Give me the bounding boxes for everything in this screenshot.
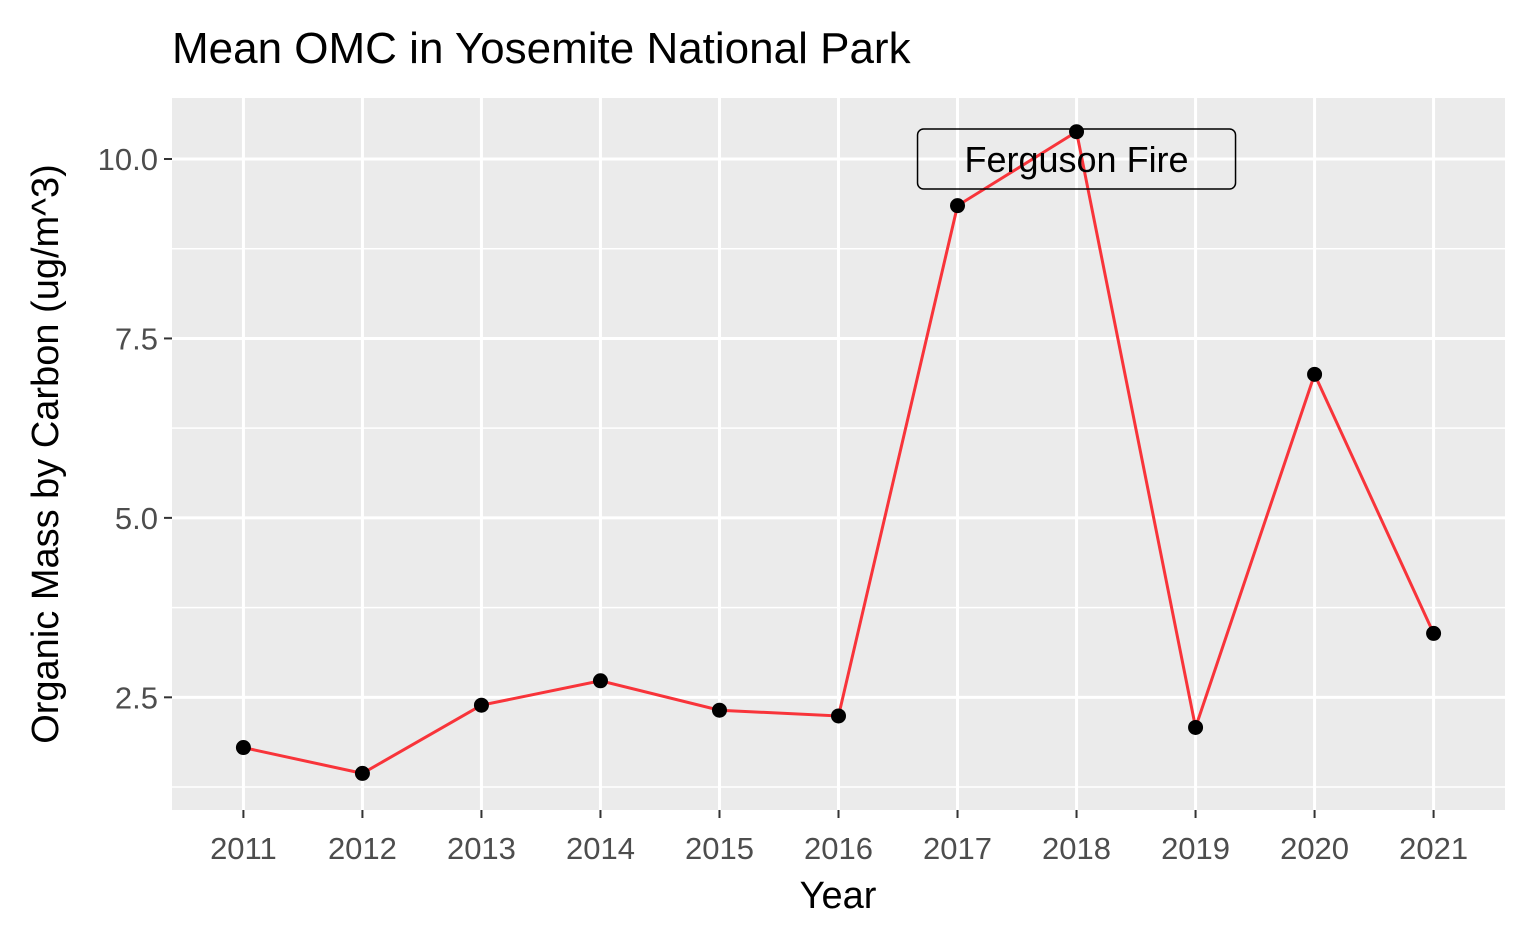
annotation: Ferguson Fire (916, 128, 1237, 190)
x-axis: 2011 2012 2013 2014 2015 2016 2017 2018 2019 2020… (210, 810, 1468, 866)
y-tick-label: 10.0 (98, 142, 158, 177)
x-axis-title: Year (800, 875, 877, 917)
major-gridlines (172, 98, 1505, 810)
data-point (831, 708, 846, 724)
data-point (592, 673, 608, 689)
x-tick-label: 2014 (566, 831, 635, 866)
data-point (1307, 366, 1323, 382)
chart-title: Mean OMC in Yosemite National Park (172, 24, 912, 73)
x-tick-label: 2016 (804, 831, 873, 866)
data-point (711, 702, 727, 718)
x-tick-label: 2019 (1161, 831, 1230, 866)
y-axis: 2.5 5.0 7.5 10.0 (98, 142, 172, 715)
data-point (235, 740, 251, 756)
x-tick-label: 2020 (1280, 831, 1349, 866)
annotation-box (916, 128, 1237, 190)
y-tick-label: 5.0 (115, 501, 158, 536)
y-axis-title: Organic Mass by Carbon (ug/m^3) (25, 164, 67, 744)
annotation-label: Ferguson Fire (964, 139, 1188, 180)
y-tick-label: 7.5 (115, 321, 158, 356)
x-tick-label: 2015 (685, 831, 754, 866)
data-point (1426, 625, 1442, 641)
x-tick-label: 2017 (923, 831, 992, 866)
x-tick-label: 2011 (210, 831, 277, 866)
x-tick-label: 2021 (1399, 831, 1468, 866)
x-tick-label: 2018 (1042, 831, 1111, 866)
y-tick-label: 2.5 (115, 680, 158, 715)
x-tick-label: 2013 (447, 831, 516, 866)
data-point (354, 765, 370, 781)
x-tick-label: 2012 (328, 831, 397, 866)
data-point (1069, 124, 1085, 140)
data-points (235, 124, 1442, 781)
data-point (1188, 719, 1204, 735)
data-point (950, 198, 966, 214)
data-point (473, 697, 489, 713)
